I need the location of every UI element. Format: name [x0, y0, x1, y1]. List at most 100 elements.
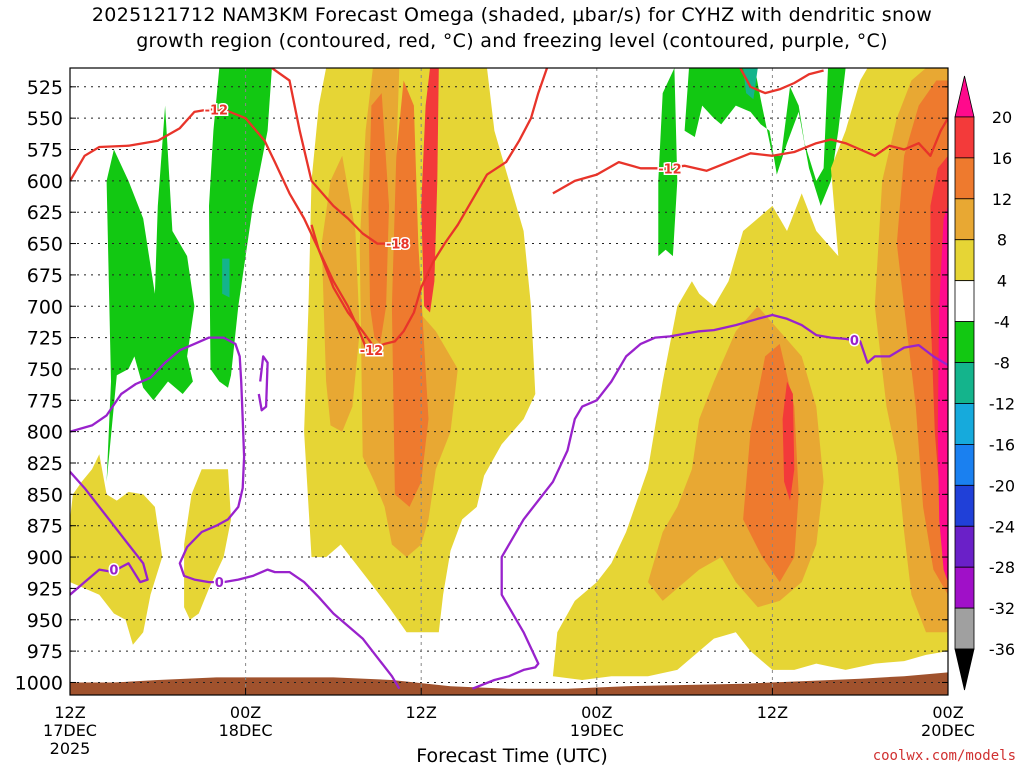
colorbar-swatch-1: [954, 116, 975, 159]
dgz-minus12-left-label: -12: [205, 103, 229, 118]
freezing-level-left2: [70, 471, 149, 596]
omega-shading-layer: [70, 68, 948, 695]
x-axis-label: Forecast Time (UTC): [416, 745, 608, 767]
y-tick-label-650: 650: [27, 234, 63, 256]
omega-magenta-right: [937, 205, 948, 583]
omega-rise-left: [70, 454, 163, 645]
omega-dark-orange-2: [391, 80, 429, 507]
omega-rise-mid-left: [184, 469, 231, 620]
colorbar-swatch-14: [954, 648, 975, 691]
colorbar: 20 16 12 8 4 -4 -8 -12 -16 -20 -24 -28 -32 -36: [954, 75, 1015, 691]
y-tick-label-950: 950: [27, 610, 63, 632]
colorbar-label-7: -12: [989, 394, 1015, 413]
colorbar-label-5: -4: [994, 313, 1010, 332]
omega-sink-right1: [658, 68, 678, 257]
colorbar-swatch-8: [954, 403, 975, 445]
x-tick-label-h0-1: 17DEC: [43, 721, 97, 740]
y-tick-label-1000: 1000: [15, 672, 63, 694]
x-tick-label-h12-1: 18DEC: [219, 721, 273, 740]
omega-red-1: [421, 68, 439, 313]
chart-title-line-1: 2025121712 NAM3KM Forecast Omega (shaded…: [91, 4, 933, 26]
dgz-minus18: [271, 68, 392, 245]
colorbar-swatch-10: [954, 484, 975, 527]
x-tick-label-h36-1: 19DEC: [570, 721, 624, 740]
dgz-minus12-right-label: -12: [658, 162, 682, 177]
colorbar-label-0: 20: [992, 108, 1012, 127]
plot-frame: [69, 67, 949, 696]
omega-sink-right2: [684, 68, 846, 206]
omega-sink-band: [209, 68, 272, 388]
chart-title: 2025121712 NAM3KM Forecast Omega (shaded…: [0, 2, 1024, 54]
x-tick-label-h36-0: 00Z: [581, 703, 612, 722]
colorbar-label-3: 8: [997, 231, 1007, 250]
y-tick-label-675: 675: [27, 265, 63, 287]
credit-text: coolwx.com/models: [872, 748, 1016, 764]
dgz-minus12-right: [552, 117, 948, 195]
y-tick-label-800: 800: [27, 422, 63, 444]
colorbar-swatch-12: [954, 566, 975, 609]
y-tick-label-700: 700: [27, 296, 63, 318]
omega-teal-1: [222, 258, 230, 298]
colorbar-swatch-9: [954, 443, 975, 486]
y-tick-label-975: 975: [27, 641, 63, 663]
x-tick-label-h48-0: 12Z: [757, 703, 788, 722]
freezing-level-right-label: 0: [850, 334, 859, 349]
y-tick-label-625: 625: [27, 202, 63, 224]
colorbar-swatch-5: [954, 280, 975, 322]
colorbar-swatch-11: [954, 525, 975, 568]
colorbar-swatch-4: [954, 239, 975, 282]
x-tick-label-h0-2: 2025: [50, 739, 91, 758]
colorbar-swatch-3: [954, 198, 975, 241]
y-tick-label-850: 850: [27, 484, 63, 506]
y-tick-label-725: 725: [27, 328, 63, 350]
colorbar-label-11: -28: [989, 558, 1015, 577]
freezing-level-left2-label: 0: [109, 564, 118, 579]
dgz-minus12-inner-label: -12: [360, 344, 384, 359]
colorbar-label-8: -16: [989, 435, 1015, 454]
colorbar-label-2: 12: [992, 190, 1012, 209]
surface-ground: [70, 672, 948, 695]
x-tick-label-h60-0: 00Z: [932, 703, 963, 722]
x-tick-label-h0-0: 12Z: [54, 703, 85, 722]
x-tick-label-h60-1: 20DEC: [921, 721, 975, 740]
x-tick-label-h12-0: 00Z: [230, 703, 261, 722]
dgz-minus12-top: [739, 68, 824, 95]
y-tick-label-925: 925: [27, 578, 63, 600]
y-tick-label-750: 750: [27, 359, 63, 381]
y-tick-label-525: 525: [27, 77, 63, 99]
freezing-level-left: [70, 336, 401, 690]
colorbar-label-10: -24: [989, 517, 1015, 536]
colorbar-label-6: -8: [994, 354, 1010, 373]
freezing-level-left-label: 0: [215, 576, 224, 591]
colorbar-label-1: 16: [992, 149, 1012, 168]
colorbar-label-4: 4: [997, 272, 1007, 291]
axes-layer: 525 550 575 600 625 650 675 700 725 750 775 800 825 8…: [15, 67, 975, 758]
contour-layer: -12 -18 -12 -12 0 0 0: [70, 68, 948, 690]
dgz-minus18-label: -18: [386, 238, 410, 253]
colorbar-swatch-6: [954, 321, 975, 363]
freezing-level-right: [471, 313, 948, 690]
colorbar-label-12: -32: [989, 599, 1015, 618]
y-tick-label-550: 550: [27, 108, 63, 130]
y-tick-label-575: 575: [27, 140, 63, 162]
chart-title-line-2: growth region (contoured, red, °C) and f…: [136, 30, 888, 52]
omega-sink-left: [106, 105, 195, 482]
colorbar-swatch-13: [954, 607, 975, 650]
y-tick-label-875: 875: [27, 516, 63, 538]
omega-teal-2: [743, 68, 758, 100]
y-tick-label-825: 825: [27, 453, 63, 475]
omega-dark-orange-1: [368, 93, 389, 344]
x-tick-label-h24-0: 12Z: [406, 703, 437, 722]
dgz-minus12-inner: [310, 224, 369, 351]
colorbar-label-9: -20: [989, 476, 1015, 495]
y-tick-label-600: 600: [27, 171, 63, 193]
y-tick-label-775: 775: [27, 390, 63, 412]
omega-red-2: [782, 381, 795, 501]
colorbar-swatch-7: [954, 362, 975, 404]
freezing-level-blob: [257, 355, 269, 412]
y-tick-label-900: 900: [27, 547, 63, 569]
colorbar-swatch-2: [954, 157, 975, 200]
colorbar-label-13: -36: [989, 640, 1015, 659]
colorbar-swatch-0: [954, 75, 975, 118]
